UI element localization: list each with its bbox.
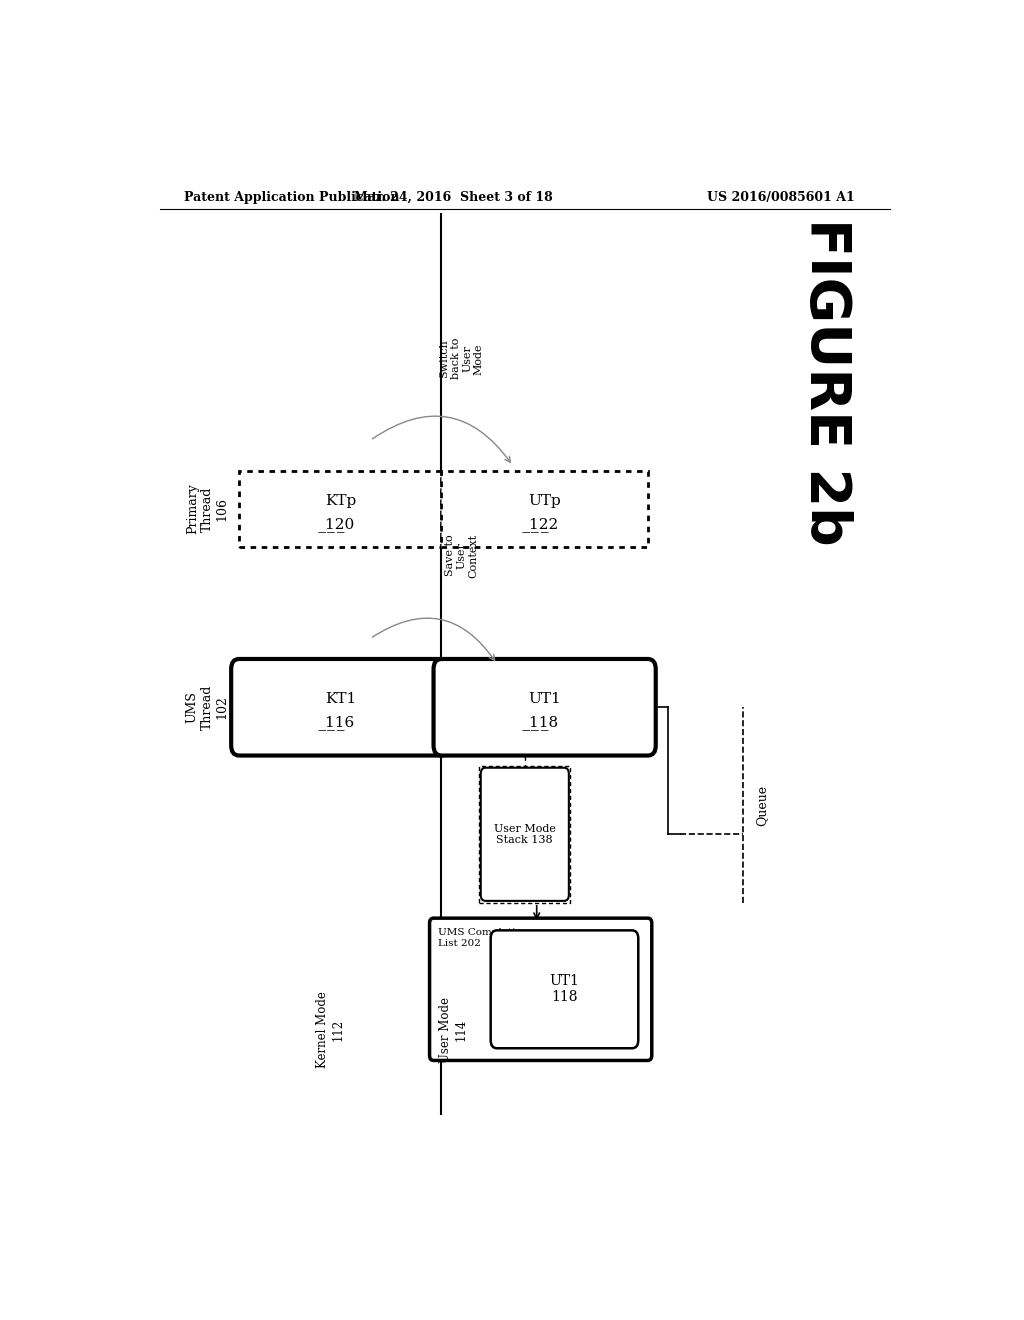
Text: KTp: KTp [325, 494, 356, 508]
Text: UT1: UT1 [528, 692, 561, 706]
FancyBboxPatch shape [430, 919, 652, 1060]
Text: ̲1̲1̲6: ̲1̲1̲6 [326, 715, 355, 730]
Text: FIGURE 2b: FIGURE 2b [800, 218, 853, 546]
Text: Queue: Queue [755, 784, 768, 825]
Text: Mar. 24, 2016  Sheet 3 of 18: Mar. 24, 2016 Sheet 3 of 18 [354, 190, 553, 203]
Text: UMS
Thread
102: UMS Thread 102 [186, 685, 228, 730]
Text: ̲1̲2̲0: ̲1̲2̲0 [326, 517, 355, 532]
Text: US 2016/0085601 A1: US 2016/0085601 A1 [708, 190, 855, 203]
Text: ̲1̲1̲8: ̲1̲1̲8 [530, 715, 559, 730]
Text: ̲1̲2̲2: ̲1̲2̲2 [530, 517, 559, 532]
Text: User Mode
114: User Mode 114 [439, 997, 467, 1063]
FancyBboxPatch shape [240, 471, 441, 548]
FancyBboxPatch shape [490, 931, 638, 1048]
FancyBboxPatch shape [441, 471, 648, 548]
Text: Kernel Mode
112: Kernel Mode 112 [316, 991, 344, 1068]
FancyBboxPatch shape [231, 659, 450, 755]
Text: KT1: KT1 [325, 692, 356, 706]
Text: Switch
back to
User
Mode: Switch back to User Mode [439, 338, 483, 379]
Text: UT1
118: UT1 118 [550, 974, 580, 1005]
Text: UMS Completion
List 202: UMS Completion List 202 [437, 928, 528, 948]
FancyBboxPatch shape [479, 766, 570, 903]
Text: Save to
User
Context: Save to User Context [444, 533, 478, 578]
Text: Primary
Thread
106: Primary Thread 106 [186, 483, 228, 535]
FancyBboxPatch shape [480, 768, 569, 900]
Text: User Mode
Stack 138: User Mode Stack 138 [494, 824, 556, 845]
FancyBboxPatch shape [433, 659, 655, 755]
Text: UTp: UTp [528, 494, 561, 508]
Text: Patent Application Publication: Patent Application Publication [183, 190, 399, 203]
